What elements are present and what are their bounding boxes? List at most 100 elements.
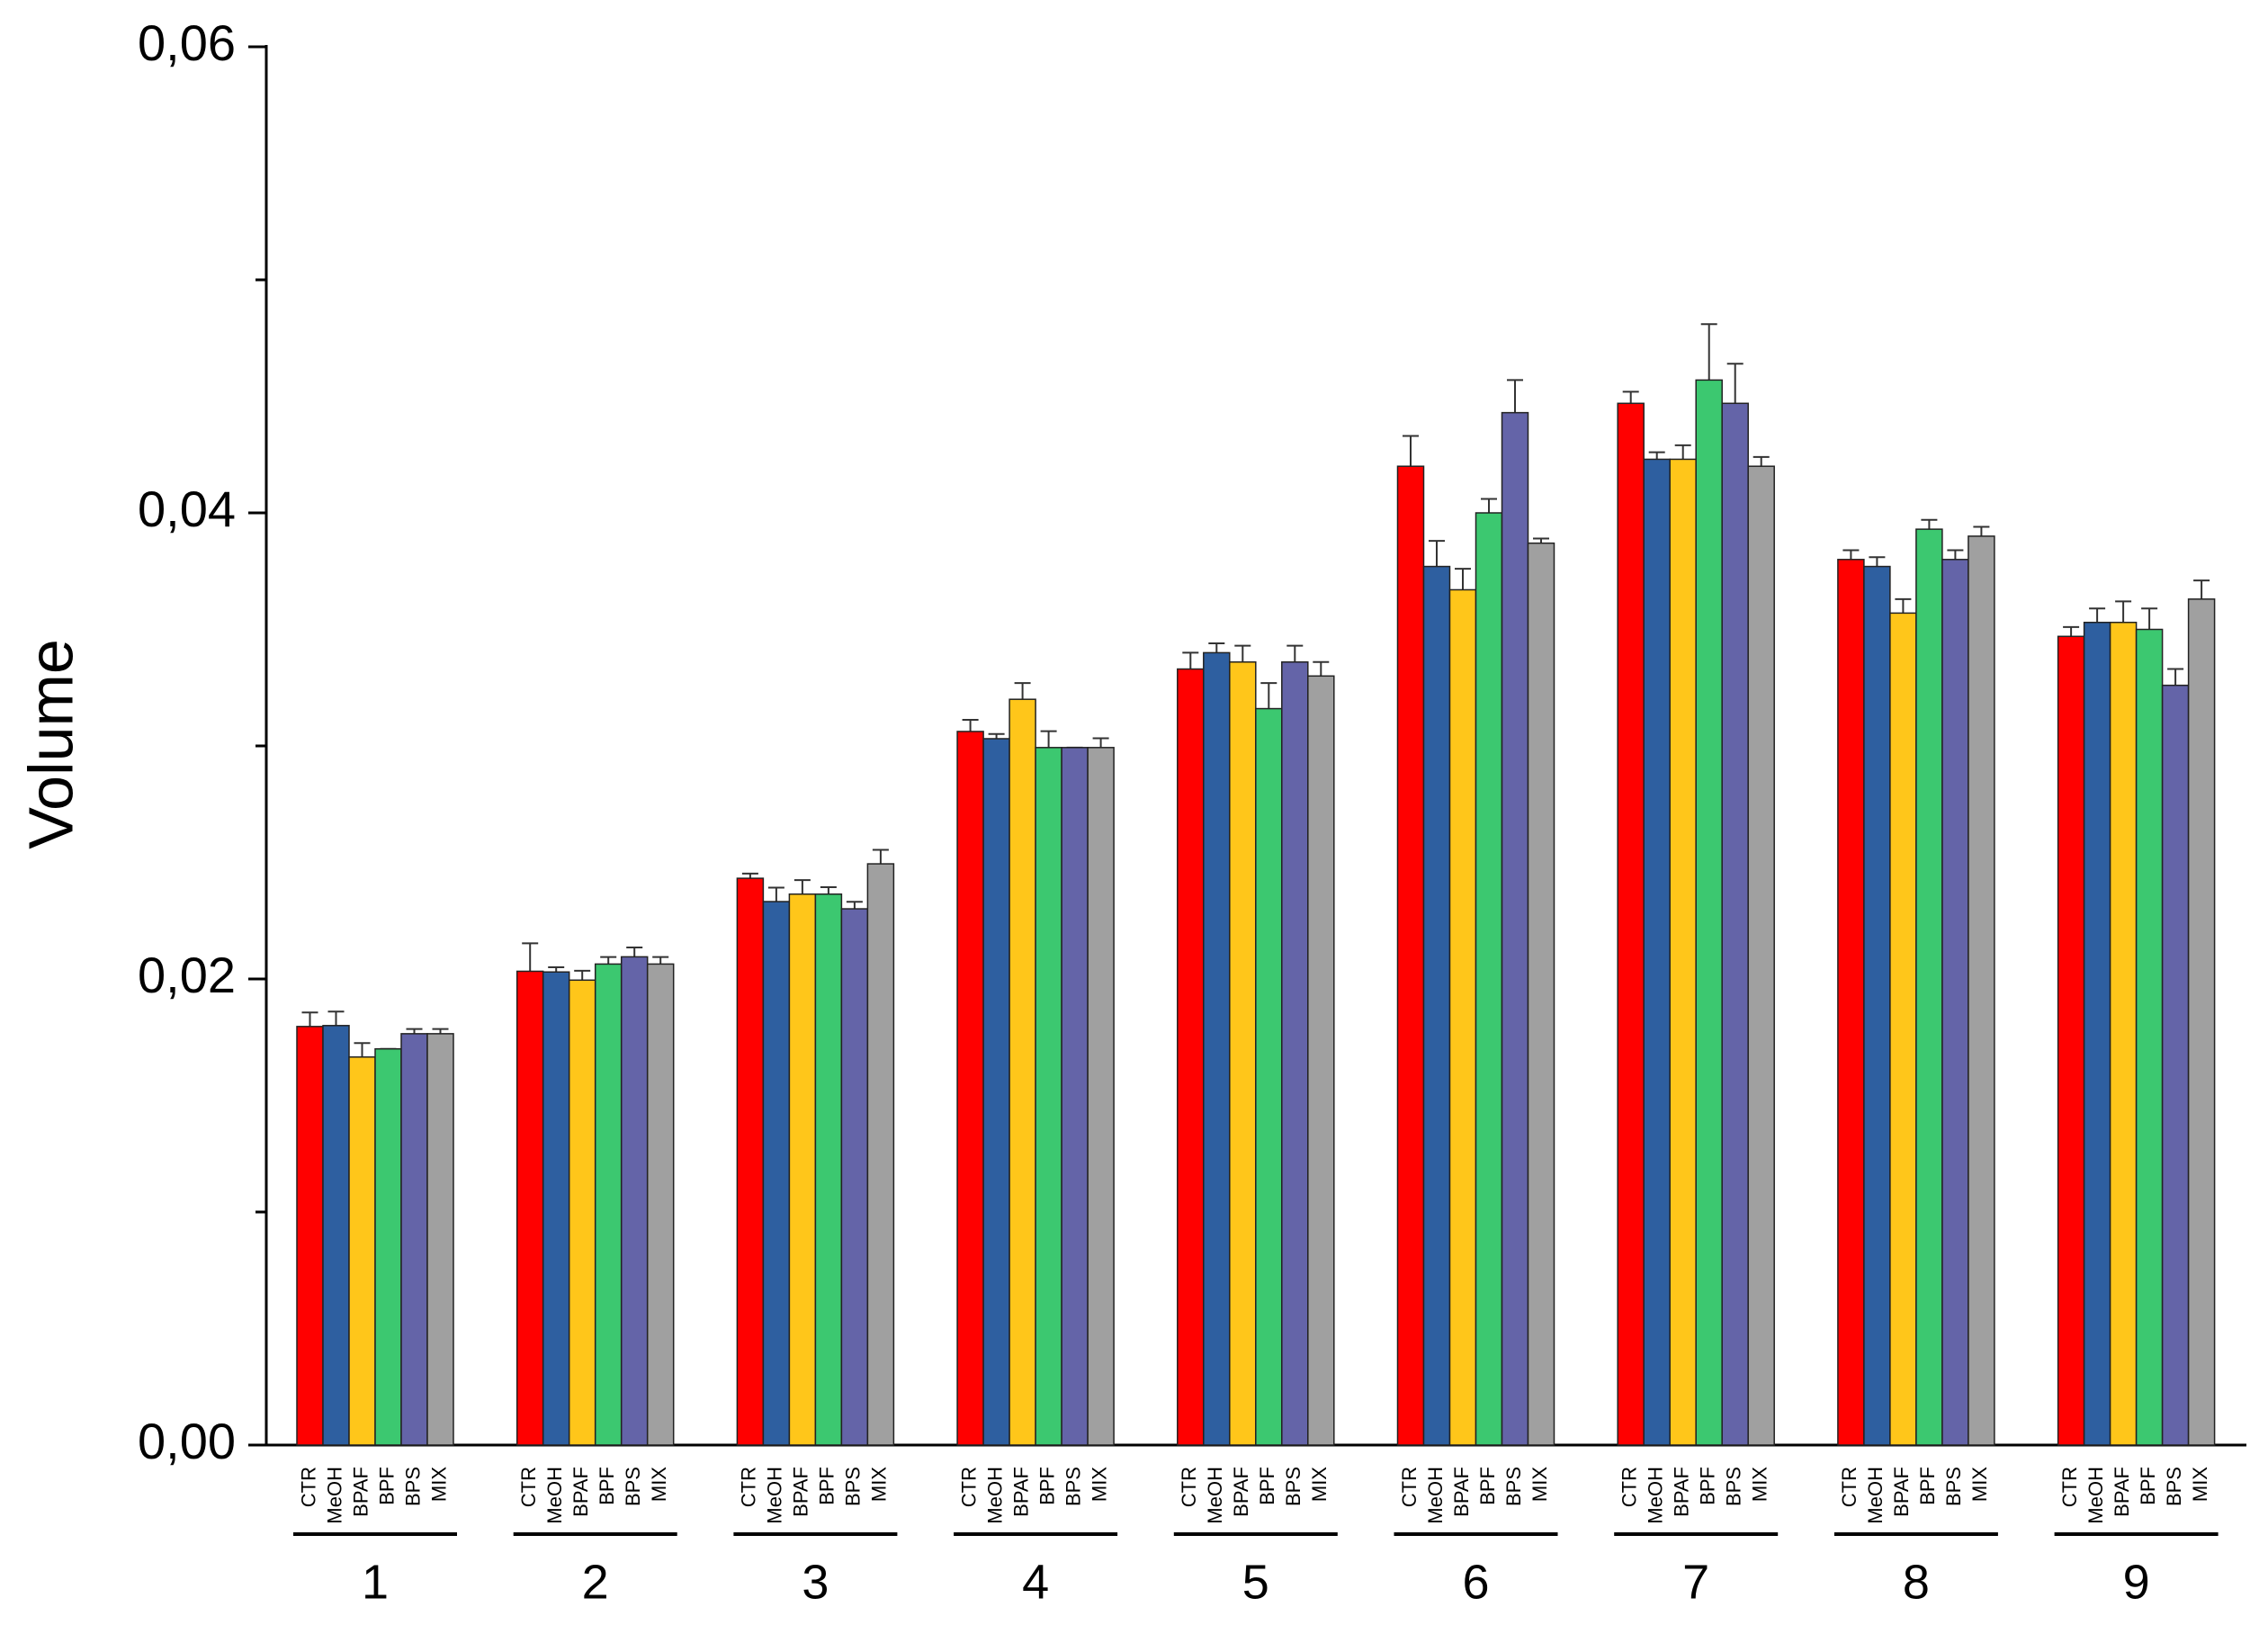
bar [2135,628,2164,1446]
x-tick-label: 4 [1022,1555,1049,1609]
bar [1448,588,1477,1446]
bar [426,1033,454,1446]
series-label: BPAF [1230,1467,1252,1517]
series-label: BPAF [349,1467,372,1517]
series-label: BPS [842,1467,865,1506]
bar [515,970,544,1446]
series-label: CTR [297,1467,319,1507]
series-label: BPAF [2111,1467,2133,1517]
series-label: MeOH [983,1467,1006,1524]
bar [542,971,570,1446]
bar [322,1025,350,1446]
series-label: BPF [375,1467,398,1505]
bar [866,863,895,1446]
series-label: CTR [957,1467,980,1507]
y-axis-label: Volume [15,639,85,848]
y-tick-label: 0,00 [138,1413,236,1469]
series-label: MeOH [1864,1467,1887,1524]
series-label: MIX [427,1467,450,1502]
bar [788,893,817,1446]
x-tick-label: 6 [1462,1555,1489,1609]
bar [1061,747,1089,1446]
bar [1422,565,1451,1446]
series-label: BPAF [569,1467,592,1517]
x-tick-label: 2 [582,1555,609,1609]
bar [400,1033,428,1446]
bar [594,963,623,1446]
series-label: BPF [1916,1467,1939,1505]
bar [814,893,843,1446]
bar [1307,675,1335,1446]
y-tick-label: 0,02 [138,947,236,1003]
series-label: CTR [1398,1467,1421,1507]
series-label: MeOH [1424,1467,1447,1524]
series-label: BPS [1502,1467,1525,1506]
bar [1396,465,1425,1446]
series-label: MeOH [323,1467,345,1524]
series-label: BPF [1035,1467,1058,1505]
series-label: MIX [2189,1467,2211,1502]
series-label: BPAF [790,1467,812,1517]
bar [1177,668,1205,1446]
series-label: CTR [738,1467,760,1507]
y-tick-label: 0,06 [138,14,236,71]
x-tick-label: 3 [802,1555,829,1609]
bar [840,908,869,1446]
series-label: BPF [816,1467,838,1505]
series-label: BPS [1723,1467,1745,1506]
x-tick-label: 9 [2123,1555,2150,1609]
series-label: BPS [1282,1467,1304,1506]
series-label: CTR [1618,1467,1641,1507]
bar [1669,458,1697,1446]
series-label: MeOH [764,1467,786,1524]
bar [2057,635,2085,1446]
bar [1617,402,1645,1446]
series-label: MIX [1088,1467,1110,1502]
bar [568,979,596,1446]
x-tick-label: 7 [1682,1555,1709,1609]
series-label: BPAF [1450,1467,1473,1517]
bar [1941,559,1969,1446]
bar [1747,465,1775,1446]
series-label: BPAF [1009,1467,1032,1517]
bar [374,1047,402,1446]
series-label: MIX [1308,1467,1331,1502]
bar [1643,458,1671,1446]
series-label: BPF [596,1467,618,1505]
bar [1229,661,1257,1446]
series-label: MIX [1528,1467,1551,1502]
bar [1008,698,1036,1446]
bar [1837,559,1865,1446]
bar [1695,379,1723,1446]
x-tick-label: 1 [362,1555,389,1609]
bar [2083,621,2111,1446]
bar [762,901,791,1446]
series-label: MeOH [1204,1467,1226,1524]
series-label: BPS [401,1467,424,1506]
series-label: CTR [517,1467,540,1507]
bar [1035,747,1062,1446]
bar [736,877,765,1446]
series-label: BPF [1476,1467,1499,1505]
bar [296,1026,324,1446]
bar [1721,402,1749,1446]
y-tick-label: 0,04 [138,480,236,537]
bar [1527,542,1555,1446]
series-label: CTR [2058,1467,2081,1507]
series-label: BPS [2163,1467,2185,1506]
bar [1915,528,1943,1446]
bar [1281,661,1309,1446]
bar [1475,512,1503,1446]
bar [2161,684,2190,1446]
series-label: MeOH [1645,1467,1667,1524]
series-label: CTR [1178,1467,1200,1507]
series-label: BPF [1256,1467,1278,1505]
bar [1501,411,1529,1446]
series-label: BPS [1942,1467,1965,1506]
series-label: BPAF [1890,1467,1913,1517]
bar [1889,612,1917,1446]
series-label: BPS [622,1467,644,1506]
series-label: MIX [868,1467,891,1502]
series-label: MeOH [543,1467,566,1524]
